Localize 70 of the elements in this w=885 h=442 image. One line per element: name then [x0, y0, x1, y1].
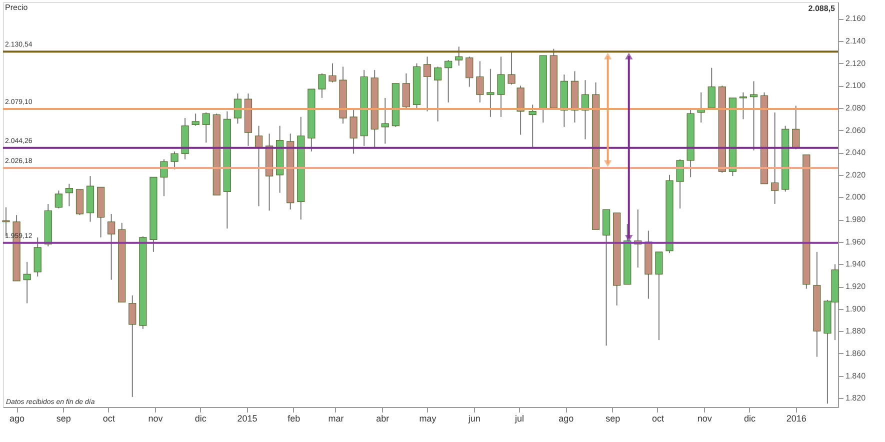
candlestick	[466, 56, 474, 88]
candlestick	[516, 85, 524, 136]
y-tick-label: 2.100	[846, 81, 866, 90]
x-tick-label: mar	[328, 414, 344, 424]
x-tick-label: nov	[697, 414, 712, 424]
candlestick	[497, 56, 505, 118]
x-tick-label: 2016	[786, 414, 806, 424]
x-tick-label: oct	[102, 414, 116, 424]
candlestick	[65, 183, 73, 207]
candlestick	[381, 97, 389, 144]
y-tick-label: 1.880	[846, 326, 866, 336]
x-tick-label: jun	[467, 414, 480, 424]
candlestick	[318, 72, 326, 98]
y-tick-label: 2.120	[846, 58, 866, 68]
candlestick	[708, 67, 716, 108]
y-axis-title: Precio	[5, 3, 28, 12]
x-tick-label: ago	[10, 414, 25, 424]
y-tick-label: 1.840	[846, 371, 866, 380]
candlestick	[423, 56, 432, 112]
candlestick	[328, 62, 336, 83]
candlestick	[771, 112, 779, 204]
candlestick	[486, 68, 494, 118]
y-tick-label: 2.160	[846, 14, 866, 24]
x-tick-label: dic	[194, 414, 207, 424]
candlestick	[444, 60, 452, 103]
y-tick-label: 1.960	[846, 237, 866, 246]
x-tick-label: may	[419, 414, 437, 424]
candlestick	[108, 213, 116, 280]
candlestick	[739, 92, 748, 120]
x-tick-label: ago	[558, 414, 574, 424]
candlestick	[655, 251, 663, 341]
x-tick-label: feb	[288, 414, 300, 424]
y-tick-label: 2.060	[846, 126, 866, 135]
candlestick	[170, 151, 178, 170]
x-tick-label: sep	[606, 414, 620, 424]
candlestick	[792, 105, 800, 150]
y-tick-label: 1.820	[846, 394, 866, 403]
candlestick	[234, 92, 242, 124]
candlestick	[676, 158, 684, 209]
x-tick-label: jul	[514, 414, 524, 424]
annotation: 2.088,5	[808, 4, 836, 13]
y-tick-label: 1.980	[846, 215, 866, 224]
y-tick-label: 1.940	[846, 260, 866, 269]
candlestick	[192, 113, 200, 126]
candlestick	[23, 261, 31, 304]
candlestick	[528, 104, 536, 149]
y-tick-label: 2.020	[846, 170, 866, 180]
candlestick	[455, 46, 463, 66]
y-tick-label: 2.000	[846, 192, 866, 202]
candlestick	[476, 60, 484, 103]
y-tick-label: 2.040	[846, 148, 866, 158]
candlestick	[434, 66, 442, 122]
x-tick-label: nov	[148, 414, 164, 424]
candlestick	[54, 190, 62, 209]
candlestick	[128, 294, 136, 398]
candlestick	[402, 72, 410, 110]
candlestick	[350, 107, 358, 154]
y-tick-label: 2.140	[846, 36, 866, 46]
x-tick-label: 2015	[237, 414, 258, 424]
x-tick-label: sep	[56, 414, 71, 424]
candlestick	[508, 52, 516, 86]
x-tick-label: abr	[376, 414, 390, 424]
y-tick-label: 2.080	[846, 103, 866, 112]
y-tick-label: 1.920	[846, 282, 866, 292]
y-tick-label: 1.900	[846, 304, 866, 314]
x-tick-label: dic	[744, 414, 756, 424]
candlestick	[160, 158, 168, 197]
x-tick-label: oct	[652, 414, 664, 424]
candlestick	[202, 112, 210, 144]
y-tick-label: 1.860	[846, 348, 866, 358]
